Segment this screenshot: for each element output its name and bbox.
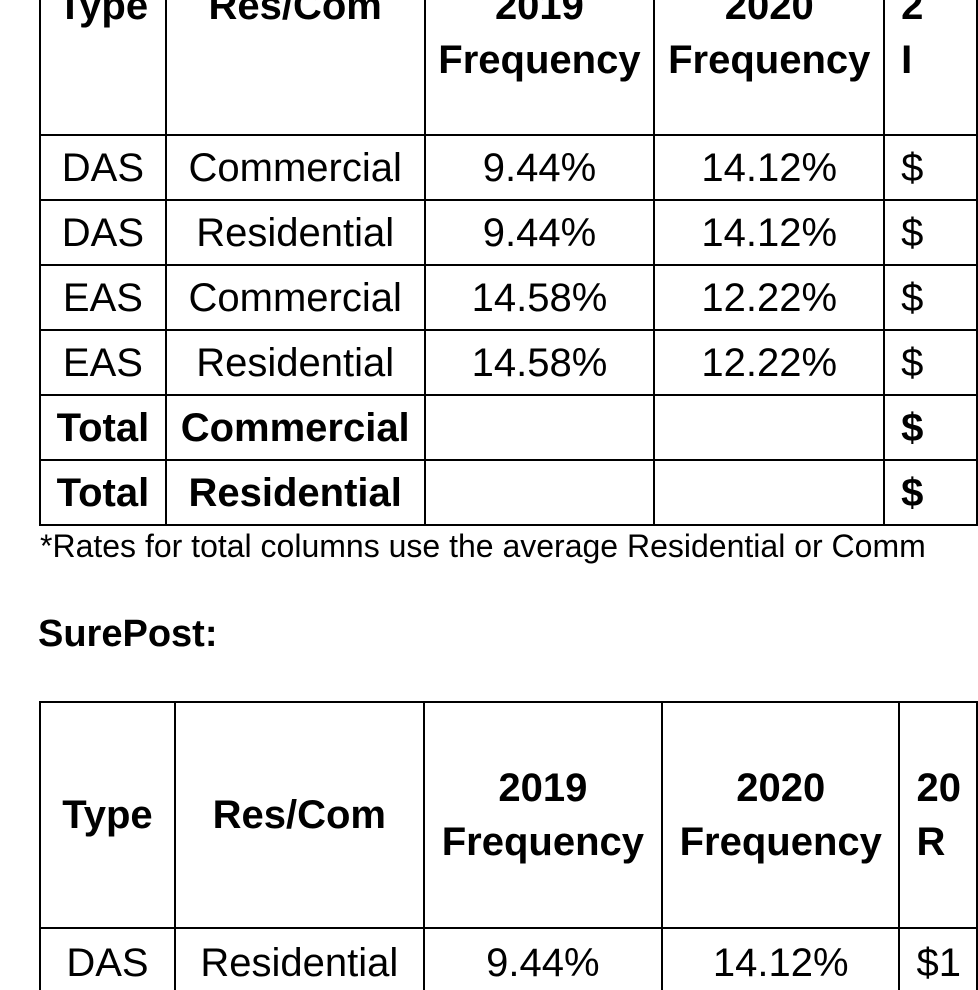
table-row: DAS Residential 9.44% 14.12% $1 — [39, 927, 978, 990]
cell-type: Total — [39, 459, 167, 526]
cell-res-com: Residential — [173, 927, 425, 990]
cell-2019-frequency: 14.58% — [423, 264, 656, 331]
table-row: DAS Residential 9.44% 14.12% $ — [39, 199, 978, 266]
cell-2020-frequency: 12.22% — [653, 264, 886, 331]
cell-type: EAS — [39, 264, 167, 331]
table-header-row: Type Res/Com 2019 Frequency 2020 Frequency… — [39, 0, 978, 136]
header-type: Type — [39, 701, 176, 929]
header-res-com: Res/Com — [173, 701, 425, 929]
cell-next: $ — [883, 459, 978, 526]
table-row: EAS Residential 14.58% 12.22% $ — [39, 329, 978, 396]
cell-2020-frequency: 14.12% — [653, 199, 886, 266]
cell-type: DAS — [39, 927, 176, 990]
header-next-column: 20 R — [898, 701, 978, 929]
header-type: Type — [39, 0, 167, 136]
section-title: SurePost: — [38, 613, 218, 655]
table-row: EAS Commercial 14.58% 12.22% $ — [39, 264, 978, 331]
header-res-com: Res/Com — [164, 0, 426, 136]
table-row: DAS Commercial 9.44% 14.12% $ — [39, 134, 978, 201]
cell-2020-frequency: 14.12% — [661, 927, 901, 990]
cell-next: $1 — [898, 927, 978, 990]
cell-next: $ — [883, 394, 978, 461]
header-2020-frequency: 2020 Frequency — [653, 0, 886, 136]
cell-type: DAS — [39, 134, 167, 201]
cell-2020-frequency: 12.22% — [653, 329, 886, 396]
cell-res-com: Residential — [164, 199, 426, 266]
cell-next: $ — [883, 134, 978, 201]
cell-2019-frequency — [423, 394, 656, 461]
cell-res-com: Residential — [164, 329, 426, 396]
cell-next: $ — [883, 264, 978, 331]
cell-res-com: Commercial — [164, 264, 426, 331]
cell-res-com: Residential — [164, 459, 426, 526]
cell-2019-frequency: 9.44% — [422, 927, 664, 990]
das-eas-table: Type Res/Com 2019 Frequency 2020 Frequency… — [39, 0, 978, 526]
header-2019-frequency: 2019 Frequency — [422, 701, 664, 929]
footnote: *Rates for total columns use the average… — [40, 528, 926, 564]
table-row-total: Total Residential $ — [39, 459, 978, 526]
cell-res-com: Commercial — [164, 134, 426, 201]
cell-res-com: Commercial — [164, 394, 426, 461]
surepost-table: Type Res/Com 2019 Frequency 2020 Frequency… — [39, 701, 978, 990]
cell-next: $ — [883, 199, 978, 266]
cell-type: DAS — [39, 199, 167, 266]
cell-2019-frequency: 9.44% — [423, 199, 656, 266]
cell-type: Total — [39, 394, 167, 461]
cell-next: $ — [883, 329, 978, 396]
cell-2020-frequency — [653, 394, 886, 461]
cell-2019-frequency: 14.58% — [423, 329, 656, 396]
cell-2019-frequency — [423, 459, 656, 526]
cell-2020-frequency — [653, 459, 886, 526]
cell-2020-frequency: 14.12% — [653, 134, 886, 201]
header-2020-frequency: 2020 Frequency — [661, 701, 901, 929]
cell-2019-frequency: 9.44% — [423, 134, 656, 201]
cell-type: EAS — [39, 329, 167, 396]
table-header-row: Type Res/Com 2019 Frequency 2020 Frequency… — [39, 701, 978, 929]
header-2019-frequency: 2019 Frequency — [423, 0, 656, 136]
table-row-total: Total Commercial $ — [39, 394, 978, 461]
